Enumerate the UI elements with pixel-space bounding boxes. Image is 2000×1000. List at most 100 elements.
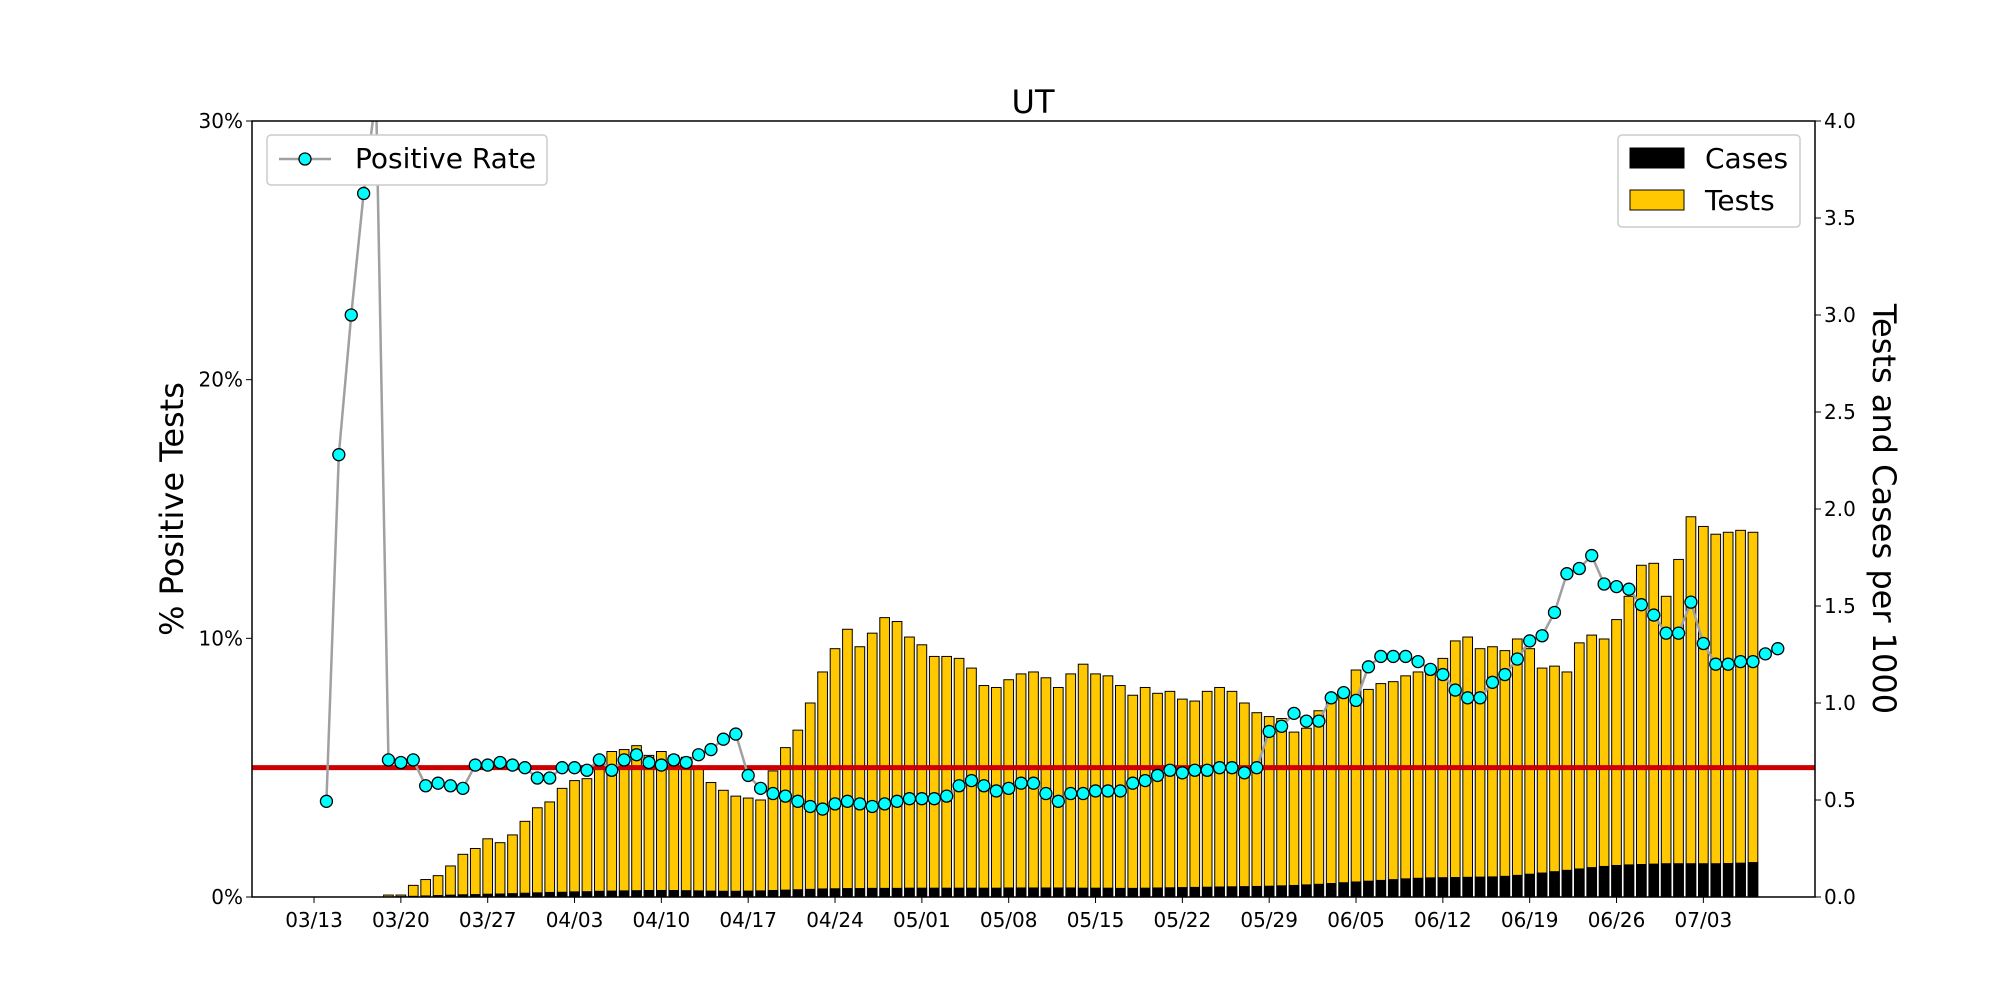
positive-rate-point: [1274, 719, 1289, 733]
cases-bar: [1189, 886, 1201, 898]
cases-bar: [1015, 887, 1027, 898]
tests-bar: [420, 879, 432, 898]
tests-bar: [445, 865, 456, 898]
legend-tests-swatch: [1629, 189, 1685, 211]
positive-rate-point: [1175, 766, 1190, 780]
tests-bar: [544, 801, 556, 898]
cases-bar: [891, 887, 903, 898]
positive-rate-point: [716, 732, 731, 746]
cases-bar: [742, 890, 754, 898]
positive-rate-point: [1535, 629, 1549, 643]
positive-rate-point: [1374, 649, 1388, 664]
rate-clip-group: [319, 121, 1785, 816]
cases-bar: [1685, 863, 1697, 898]
left-y-axis: 0% 10% 20% 30%: [199, 109, 252, 909]
x-axis: 03/13 03/20 03/27 04/03 04/10 04/17 04/24 05/01…: [285, 897, 1732, 932]
positive-rate-line: [325, 121, 1779, 811]
x-tick-label: 06/12: [1414, 908, 1472, 932]
tests-bar: [1685, 516, 1697, 898]
cases-bar: [767, 890, 779, 898]
positive-rate-point: [877, 797, 892, 811]
x-tick-label: 05/22: [1154, 908, 1212, 932]
cases-bar: [1747, 862, 1759, 898]
cases-bar: [1636, 864, 1647, 898]
x-tick-label: 05/29: [1240, 908, 1298, 932]
tests-bar: [656, 751, 667, 898]
legend-left: Positive Rate: [266, 134, 548, 186]
cases-bar: [1611, 864, 1622, 898]
tests-bar: [1127, 694, 1139, 898]
cases-bar: [656, 890, 667, 898]
tests-bar: [618, 749, 630, 898]
tests-bar: [432, 875, 444, 898]
cases-bar: [1201, 886, 1213, 898]
cases-bar: [1450, 877, 1461, 898]
positive-rate-point: [803, 799, 817, 814]
tests-bar: [668, 754, 680, 898]
tests-bar: [1065, 673, 1077, 898]
positive-rate-point: [1597, 577, 1611, 591]
positive-rate-point: [679, 755, 693, 770]
positive-rate-point: [1101, 784, 1115, 798]
positive-rate-point: [344, 308, 358, 322]
positive-rate-point: [1051, 794, 1065, 808]
tests-bar: [1698, 525, 1709, 898]
positive-rate-point: [1585, 548, 1599, 563]
tests-bar: [1325, 696, 1337, 898]
positive-rate-point: [1461, 691, 1475, 705]
legend-right: Cases Tests: [1617, 134, 1801, 228]
positive-rate-point: [1609, 579, 1624, 594]
positive-rate-point: [1523, 634, 1537, 648]
positive-rate-point: [1733, 654, 1748, 669]
positive-rate-point: [1485, 675, 1500, 689]
tests-bar: [1201, 690, 1213, 898]
cases-bar: [1673, 863, 1684, 898]
cases-bar: [804, 888, 816, 898]
positive-rate-point: [406, 753, 420, 767]
cases-bar: [1028, 887, 1039, 898]
cases-bar: [1338, 882, 1349, 898]
tests-bar: [1536, 667, 1548, 898]
positive-rate-point: [530, 771, 544, 785]
right-y-tick-label: 3.0: [1824, 303, 1856, 327]
cases-bar: [929, 887, 940, 898]
cases-bar: [1350, 881, 1362, 898]
positive-rate-point: [902, 792, 917, 806]
tests-bar: [1164, 690, 1176, 898]
positive-rate-point: [1560, 567, 1574, 581]
positive-rate-point: [1150, 768, 1165, 783]
positive-rate-point: [443, 779, 458, 793]
cases-bar: [1325, 883, 1337, 898]
positive-rate-point: [1212, 761, 1227, 775]
tests-bar: [469, 848, 481, 898]
tests-bar: [1239, 702, 1250, 898]
tests-bar: [407, 884, 419, 898]
tests-bar: [1425, 669, 1436, 898]
tests-bar: [1474, 648, 1486, 898]
positive-rate-point: [1324, 691, 1338, 705]
positive-rate-point: [567, 761, 582, 775]
positive-rate-point: [1361, 660, 1376, 674]
positive-rate-point: [394, 755, 408, 770]
cases-bar: [1313, 883, 1325, 898]
cases-bar: [618, 890, 630, 898]
right-y-tick-label: 1.5: [1824, 594, 1856, 618]
positive-rate-point: [555, 761, 569, 775]
positive-rate-point: [592, 753, 606, 767]
cases-bar: [1077, 887, 1089, 898]
positive-rate-point: [927, 792, 941, 806]
positive-rate-point: [1064, 786, 1078, 801]
cases-bar: [1648, 863, 1659, 898]
positive-rate-point: [1076, 786, 1090, 801]
tests-bar: [1313, 710, 1325, 898]
cases-bar: [1301, 884, 1312, 898]
positive-rate-point: [518, 761, 532, 775]
x-tick-label: 04/24: [806, 908, 864, 932]
tests-bar: [941, 655, 953, 898]
positive-rate-point: [1386, 649, 1400, 664]
positive-rate-point: [1126, 776, 1140, 790]
tests-bar: [1722, 531, 1734, 898]
cases-bar: [1139, 887, 1151, 898]
positive-rate-point: [1237, 766, 1252, 780]
cases-bar: [668, 890, 679, 898]
